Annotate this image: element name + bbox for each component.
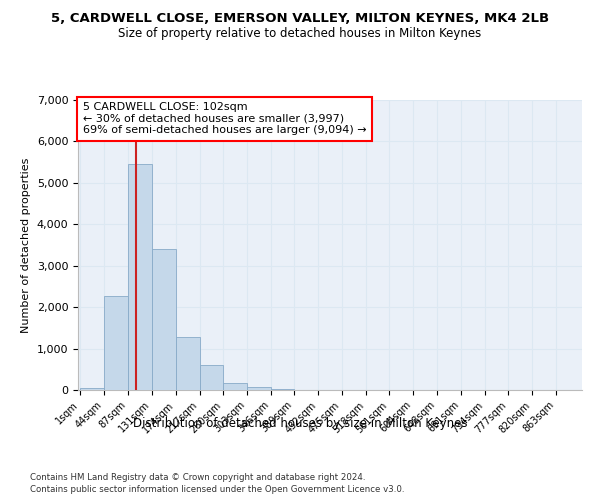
- Text: 5 CARDWELL CLOSE: 102sqm
← 30% of detached houses are smaller (3,997)
69% of sem: 5 CARDWELL CLOSE: 102sqm ← 30% of detach…: [83, 102, 366, 136]
- Bar: [247, 386, 271, 390]
- Text: Contains public sector information licensed under the Open Government Licence v3: Contains public sector information licen…: [30, 485, 404, 494]
- Bar: [128, 164, 152, 390]
- Bar: [200, 365, 223, 390]
- Y-axis label: Number of detached properties: Number of detached properties: [21, 158, 31, 332]
- Text: 5, CARDWELL CLOSE, EMERSON VALLEY, MILTON KEYNES, MK4 2LB: 5, CARDWELL CLOSE, EMERSON VALLEY, MILTO…: [51, 12, 549, 26]
- Text: Distribution of detached houses by size in Milton Keynes: Distribution of detached houses by size …: [133, 418, 467, 430]
- Bar: [104, 296, 128, 390]
- Text: Contains HM Land Registry data © Crown copyright and database right 2024.: Contains HM Land Registry data © Crown c…: [30, 472, 365, 482]
- Text: Size of property relative to detached houses in Milton Keynes: Size of property relative to detached ho…: [118, 28, 482, 40]
- Bar: [80, 388, 104, 390]
- Bar: [223, 382, 247, 390]
- Bar: [176, 337, 200, 390]
- Bar: [152, 249, 176, 390]
